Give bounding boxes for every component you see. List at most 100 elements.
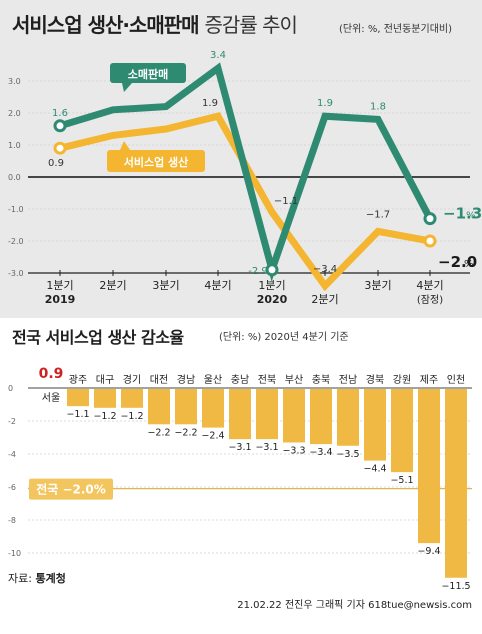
retail-end-unit: % (466, 211, 476, 222)
bar-y-tick-label: -2 (8, 417, 16, 426)
bar-value-label: −3.4 (309, 447, 332, 458)
x-tick-label: 1분기 (46, 279, 73, 292)
service-data-label: 1.9 (202, 98, 218, 109)
bar-value-label: −3.1 (228, 442, 251, 453)
y-tick-label: 2.0 (8, 109, 21, 118)
legend-service-box (107, 150, 205, 172)
bar (67, 389, 89, 407)
bar (256, 389, 278, 440)
bar-value-label: −2.2 (147, 427, 170, 438)
service-point (423, 234, 437, 248)
retail-point (423, 212, 437, 226)
bar-value-label: −1.2 (120, 411, 143, 422)
series-line-service (59, 112, 431, 292)
y-tick-label: 3.0 (8, 77, 21, 86)
chart-unit: (단위: %, 전년동분기대비) (339, 24, 453, 35)
y-tick-label: 1.0 (8, 141, 21, 150)
bar-category-label: 울산 (204, 374, 222, 386)
source: 자료: 통계청 (8, 570, 66, 586)
retail-data-label: 1.9 (317, 98, 333, 109)
bar-category-label: 광주 (69, 374, 87, 386)
series-line-retail (58, 62, 434, 282)
bar-y-tick-label: 0 (8, 384, 13, 393)
bar-category-label: 경북 (366, 373, 384, 386)
national-reference-box (29, 478, 113, 500)
trend-panel: 서비스업 생산·소매판매 증감률 추이 (단위: %, 전년동분기대비) 3.0… (0, 0, 482, 318)
year-label: 2019 (45, 293, 76, 306)
legend-retail: 소매판매 (110, 63, 186, 92)
chart-title-bold: 서비스업 생산·소매판매 (12, 13, 200, 37)
legend-service-label: 서비스업 생산 (124, 155, 189, 169)
bar-value-label: −3.1 (255, 442, 278, 453)
regional-panel: 전국 서비스업 생산 감소율 (단위: %) 2020년 4분기 기준 0 -2 -… (0, 318, 482, 592)
year-label: (잠정) (417, 294, 443, 306)
x-tick-label: 4분기 (416, 279, 443, 292)
chart-title-light: 증감률 추이 (204, 13, 298, 37)
service-data-label: −1.7 (366, 209, 390, 220)
bar-category-label: 전남 (339, 374, 357, 386)
legend-service-pointer (120, 141, 130, 150)
y-tick-label: -1.0 (8, 205, 24, 214)
bar-value-label: −4.4 (363, 464, 386, 475)
legend-service: 서비스업 생산 (107, 141, 205, 172)
regional-bar-chart: 0 -2 -4 -6 -8 -10 0.9 서울 광주 −1.1 대구 −1.2 경기 −1.2 대전 −2.… (8, 366, 472, 592)
bar-category-label: 강원 (393, 374, 411, 386)
y-tick-label: 0.0 (8, 173, 21, 182)
source-label: 자료: (8, 572, 32, 585)
bar-y-tick-label: -8 (8, 516, 16, 525)
service-data-label: −1.1 (274, 196, 298, 207)
source-name: 통계청 (35, 572, 66, 585)
x-tick-label: 3분기 (152, 279, 179, 292)
bar (418, 389, 440, 544)
y-tick-label: -2.0 (8, 237, 24, 246)
bar-category-label: 경남 (177, 373, 195, 386)
retail-end-label: −1.3 (443, 205, 482, 223)
chart-title: 서비스업 생산·소매판매 증감률 추이 (12, 9, 298, 38)
bar-category-label: 대전 (150, 374, 168, 386)
bar (229, 389, 251, 440)
retail-data-label: 1.8 (370, 101, 386, 112)
x-tick-label: 4분기 (204, 279, 231, 292)
bar-chart-title: 전국 서비스업 생산 감소율 (12, 328, 184, 347)
bar (310, 389, 332, 445)
bar (94, 389, 116, 408)
bar-value-label: −1.1 (66, 409, 89, 420)
bar-category-label: 제주 (420, 374, 438, 386)
y-tick-label: -3.0 (8, 269, 24, 278)
retail-data-label: 3.4 (210, 50, 226, 61)
bar-y-tick-label: -4 (8, 450, 16, 459)
bar (121, 389, 143, 408)
bar-y-tick-label: -10 (8, 549, 21, 558)
x-tick-label: 2분기 (99, 279, 126, 292)
bar-value-label: −9.4 (417, 546, 440, 557)
bar (337, 389, 359, 446)
bar-category-label: 인천 (447, 374, 465, 386)
year-label: 2020 (257, 293, 288, 306)
bar (283, 389, 305, 443)
bar (445, 389, 467, 578)
bar-value-label: −2.2 (174, 427, 197, 438)
service-data-label: −3.4 (313, 264, 337, 275)
bar (175, 389, 197, 425)
national-reference-tag: 전국 −2.0% (29, 478, 113, 500)
x-tick-label: 1분기 (258, 279, 285, 292)
bar (148, 389, 170, 425)
legend-retail-pointer (122, 83, 132, 92)
bar (202, 389, 224, 428)
x-tick-label: 2분기 (311, 293, 338, 306)
bar-value-label: −3.3 (282, 445, 305, 456)
bar-category-label: 대구 (96, 374, 114, 386)
bar (391, 389, 413, 473)
service-data-label: 0.9 (48, 158, 64, 169)
national-reference-label: 전국 −2.0% (36, 482, 106, 497)
bar-category-label: 서울 (42, 392, 60, 404)
bar-value-label: −5.1 (390, 475, 413, 486)
bar (364, 389, 386, 461)
bar-value-label: −1.2 (93, 411, 116, 422)
service-end-label: −2.0 (438, 253, 477, 271)
bar-chart-unit: (단위: %) 2020년 4분기 기준 (219, 332, 349, 343)
retail-point (265, 263, 279, 277)
bar-value-label: −2.4 (201, 431, 224, 442)
bar-category-label: 전북 (258, 374, 276, 386)
